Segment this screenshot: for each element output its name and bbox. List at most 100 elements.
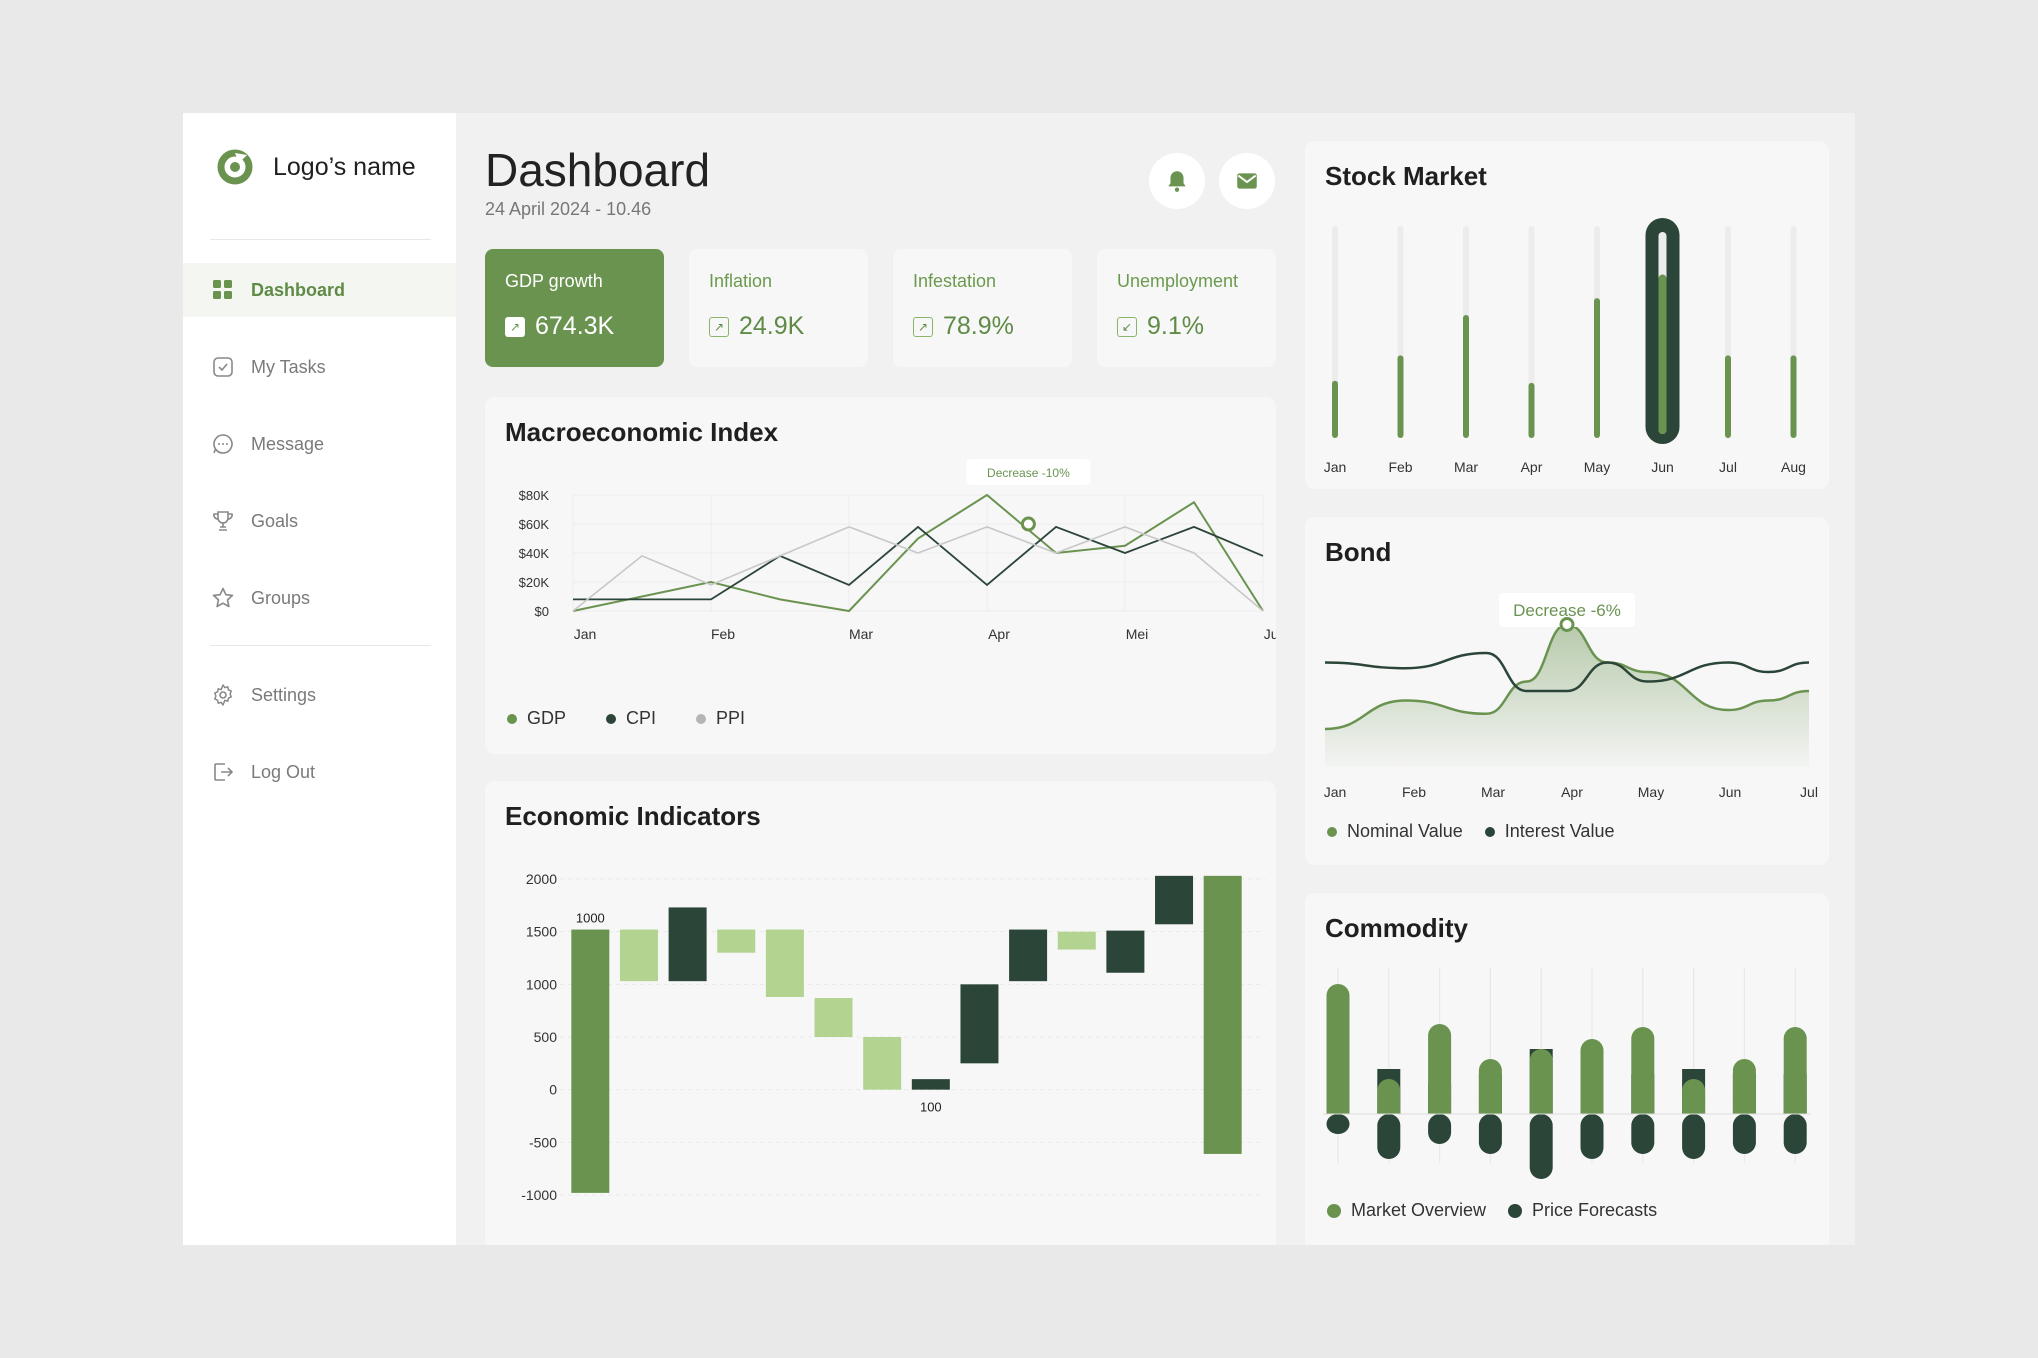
y-tick-label: $0 bbox=[535, 604, 549, 619]
annotation-label: Decrease -10% bbox=[987, 466, 1070, 480]
market-overview-bar bbox=[1428, 1024, 1452, 1114]
gear-icon bbox=[214, 684, 232, 706]
waterfall-bar bbox=[814, 998, 853, 1037]
x-tick-label: Mar bbox=[849, 626, 873, 642]
stat-label: Unemployment bbox=[1117, 271, 1239, 291]
stat-card-unemployment[interactable]: Unemployment ↙ 9.1% bbox=[1097, 249, 1276, 367]
series-line-ppi bbox=[572, 526, 1264, 612]
stat-card-inflation[interactable]: Inflation ↗ 24.9K bbox=[689, 249, 868, 367]
waterfall-bar bbox=[1057, 931, 1096, 950]
nominal-value-area bbox=[1325, 624, 1809, 767]
waterfall-bar bbox=[1106, 930, 1145, 973]
waterfall-bar bbox=[863, 1037, 902, 1090]
y-tick-label: 500 bbox=[534, 1029, 558, 1045]
x-tick-label: Feb bbox=[1402, 784, 1426, 800]
stock-market-card: Stock Market Jan Feb Mar Apr May Jun Jul Aug bbox=[1305, 141, 1829, 489]
economic-indicators-card: Economic Indicators 2000 1500 1000 500 0 -500… bbox=[485, 781, 1276, 1245]
x-tick-label: May bbox=[1584, 459, 1610, 475]
card-title: Bond bbox=[1325, 537, 1392, 567]
annotation-label: Decrease -6% bbox=[1513, 601, 1621, 620]
x-tick-label: Apr bbox=[1561, 784, 1583, 800]
market-overview-bar bbox=[1478, 1059, 1502, 1114]
market-overview-bar-base bbox=[1326, 1102, 1350, 1114]
price-forecast-bar bbox=[1529, 1114, 1553, 1179]
card-title: Commodity bbox=[1325, 913, 1468, 943]
y-tick-label: 1000 bbox=[526, 976, 557, 992]
logo[interactable]: Logo’s name bbox=[217, 149, 416, 185]
x-tick-label: Jun bbox=[1264, 626, 1276, 642]
y-tick-label: $80K bbox=[519, 488, 550, 503]
waterfall-bar bbox=[619, 929, 658, 982]
y-tick-label: 1500 bbox=[526, 924, 557, 940]
mail-button[interactable] bbox=[1219, 153, 1275, 209]
stat-label: Inflation bbox=[709, 271, 773, 291]
sidebar-item-groups[interactable]: Groups bbox=[183, 571, 456, 625]
sidebar-item-label: Goals bbox=[251, 510, 299, 531]
price-forecast-bar bbox=[1631, 1114, 1655, 1154]
x-tick-label: Feb bbox=[1388, 459, 1412, 475]
series-line-nominal-value bbox=[1324, 623, 1810, 731]
sidebar-item-dashboard[interactable]: Dashboard bbox=[183, 263, 456, 317]
price-forecast-bar bbox=[1428, 1114, 1452, 1144]
price-forecast-bar bbox=[1580, 1114, 1604, 1159]
price-forecast-bar bbox=[1732, 1114, 1756, 1154]
waterfall-bar bbox=[765, 929, 804, 997]
legend-item-cpi: CPI bbox=[606, 708, 656, 729]
bond-legend: Nominal Value Interest Value bbox=[1327, 821, 1654, 842]
stat-card-gdp-growth[interactable]: GDP growth ↗ 674.3K bbox=[485, 249, 664, 367]
waterfall-bar bbox=[1155, 875, 1194, 925]
annotation-box bbox=[1499, 593, 1635, 627]
arrow-up-right-icon: ↗ bbox=[709, 316, 729, 337]
trophy-icon bbox=[213, 511, 233, 531]
chat-icon bbox=[213, 434, 233, 454]
x-tick-label: Jul bbox=[1719, 459, 1737, 475]
commodity-legend: Market Overview Price Forecasts bbox=[1327, 1200, 1697, 1221]
market-overview-bar bbox=[1783, 1027, 1807, 1114]
x-tick-label: Mar bbox=[1481, 784, 1505, 800]
stock-bar bbox=[1463, 315, 1469, 438]
stat-value: 9.1% bbox=[1147, 312, 1204, 340]
macro-index-card: Macroeconomic Index $80K $60K $40K $20K $0 Ja… bbox=[485, 397, 1276, 754]
sidebar-item-logout[interactable]: Log Out bbox=[183, 745, 456, 799]
y-tick-label: $60K bbox=[519, 517, 550, 532]
page-date: 24 April 2024 - 10.46 bbox=[485, 199, 652, 219]
stat-card-infestation[interactable]: Infestation ↗ 78.9% bbox=[893, 249, 1072, 367]
market-overview-bar bbox=[1580, 1039, 1604, 1114]
stat-label: Infestation bbox=[913, 271, 997, 291]
sidebar-divider bbox=[210, 239, 431, 240]
notifications-button[interactable] bbox=[1149, 153, 1205, 209]
logout-icon bbox=[214, 763, 234, 781]
waterfall-bar bbox=[960, 984, 999, 1064]
sidebar-item-goals[interactable]: Goals bbox=[183, 494, 456, 548]
market-overview-bar-base bbox=[1732, 1102, 1756, 1114]
market-overview-bar-base bbox=[1631, 1102, 1655, 1114]
waterfall-bar bbox=[668, 907, 707, 982]
market-overview-bar bbox=[1529, 1049, 1553, 1114]
arrow-up-right-icon: ↗ bbox=[505, 316, 525, 337]
stock-chart: Jan Feb Mar Apr May Jun Jul Aug bbox=[1324, 218, 1806, 475]
market-overview-bar-base bbox=[1377, 1102, 1401, 1114]
logo-icon bbox=[217, 149, 253, 185]
market-overview-bar-base bbox=[1682, 1102, 1706, 1114]
sidebar-item-settings[interactable]: Settings bbox=[183, 668, 456, 722]
x-tick-label: Jun bbox=[1719, 784, 1742, 800]
price-forecast-bar bbox=[1783, 1114, 1807, 1154]
annotation-box bbox=[966, 459, 1091, 485]
market-overview-bar bbox=[1326, 984, 1350, 1114]
bar-data-label: 100 bbox=[920, 1100, 942, 1115]
y-tick-label: $40K bbox=[519, 546, 550, 561]
indicators-chart: 2000150010005000-500-10001000100JanFebMa… bbox=[521, 871, 1265, 1203]
commodity-chart bbox=[1323, 968, 1811, 1179]
market-overview-bar-base bbox=[1783, 1102, 1807, 1114]
card-title: Stock Market bbox=[1325, 161, 1487, 191]
stock-bar bbox=[1658, 274, 1667, 434]
x-tick-label: Aug bbox=[1781, 459, 1806, 475]
sidebar-item-label: My Tasks bbox=[251, 356, 326, 377]
stock-bar bbox=[1397, 355, 1404, 438]
waterfall-bar bbox=[717, 929, 756, 953]
stock-bar bbox=[1725, 355, 1731, 438]
arrow-up-right-icon: ↗ bbox=[913, 316, 933, 337]
sidebar-item-message[interactable]: Message bbox=[183, 417, 456, 471]
price-forecast-bar bbox=[1478, 1114, 1502, 1154]
sidebar-item-my-tasks[interactable]: My Tasks bbox=[183, 340, 456, 394]
